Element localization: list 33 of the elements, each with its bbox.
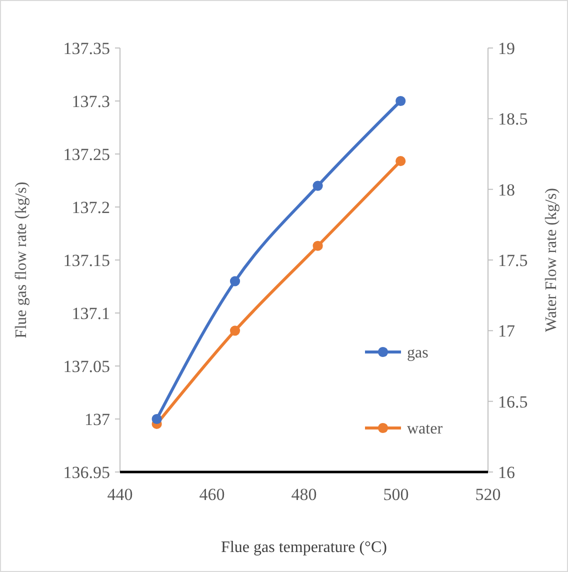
y2-tick-label: 16 (498, 462, 515, 482)
point (230, 276, 240, 286)
legend-label: water (407, 420, 444, 438)
y2-tick-label: 16.5 (498, 392, 528, 412)
y-tick-label: 136.95 (63, 462, 110, 482)
x-tick-label: 520 (475, 485, 501, 504)
y-tick-label: 137 (84, 410, 110, 429)
y-tick-label: 137.3 (72, 92, 110, 111)
point (396, 96, 406, 106)
y2-tick-label: 17 (498, 322, 516, 341)
y2-tick-label: 18 (498, 180, 515, 200)
point (152, 414, 162, 424)
y-tick-label: 137.25 (63, 144, 110, 164)
y-tick-label: 137.2 (72, 198, 110, 217)
x-axis-title: Flue gas temperature (°C) (221, 539, 387, 556)
y-tick-label: 137.1 (72, 304, 110, 323)
x-tick-label: 440 (107, 485, 133, 504)
point (396, 156, 406, 166)
y-tick-label: 137.35 (63, 38, 110, 58)
point (312, 180, 323, 191)
y-tick-label: 137.05 (63, 356, 110, 376)
y2-axis-title: Water Flow rate (kg/s) (543, 188, 560, 332)
point (312, 240, 323, 251)
y2-tick-label: 19 (498, 38, 515, 58)
y-axis-title: Flue gas flow rate (kg/s) (13, 182, 30, 338)
point (230, 326, 240, 336)
x-tick-label: 460 (199, 485, 225, 504)
x-tick-label: 480 (291, 485, 317, 504)
y2-tick-label: 17.5 (498, 250, 528, 270)
x-tick-label: 500 (383, 485, 409, 504)
y-tick-label: 137.15 (63, 250, 110, 270)
y2-tick-label: 18.5 (498, 110, 528, 129)
legend-label: gas (407, 344, 428, 362)
